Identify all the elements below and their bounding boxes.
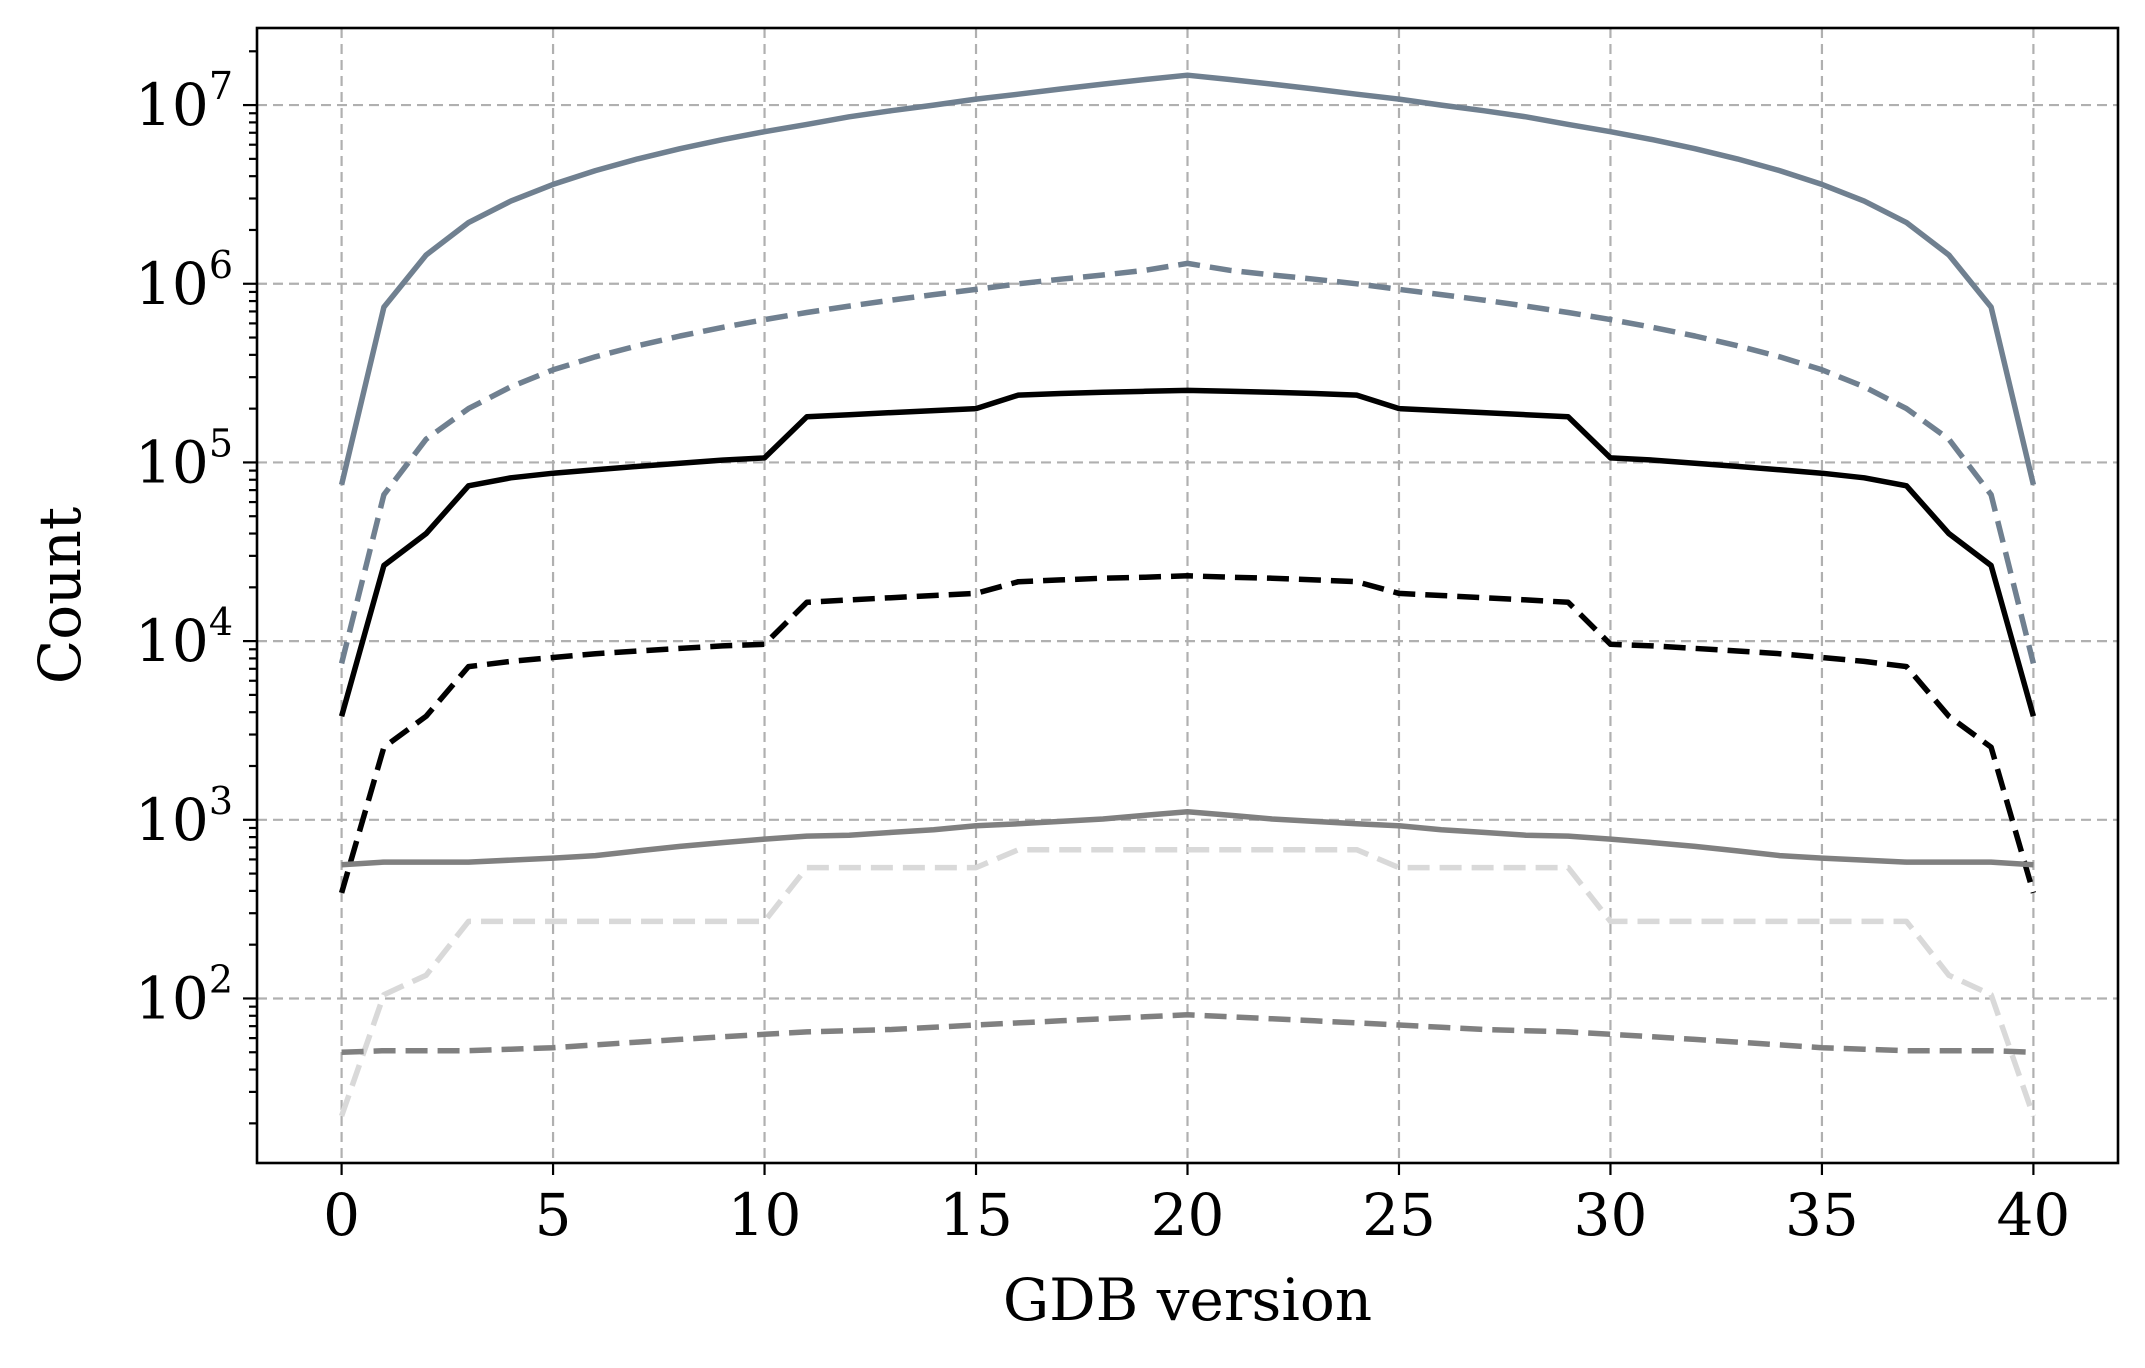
x-tick-label: 20	[1151, 1181, 1225, 1249]
y-tick-exponent: 5	[209, 421, 233, 465]
y-tick-base: 10	[135, 428, 209, 496]
series-line-1	[338, 72, 2037, 486]
series-line-6	[339, 846, 2036, 1117]
y-tick-label: 105	[135, 421, 233, 496]
y-tick-exponent: 4	[209, 600, 233, 644]
x-tick-label: 0	[323, 1181, 360, 1249]
y-tick-exponent: 2	[209, 957, 233, 1001]
x-tick-label: 10	[728, 1181, 802, 1249]
x-tick-label: 25	[1362, 1181, 1436, 1249]
x-tick-label: 40	[1997, 1181, 2071, 1249]
y-tick-base: 10	[135, 964, 209, 1032]
series-line-4	[338, 573, 2037, 894]
series-line-3	[338, 387, 2037, 717]
x-tick-label: 30	[1574, 1181, 1648, 1249]
y-tick-label: 107	[135, 64, 233, 139]
y-tick-base: 10	[135, 607, 209, 675]
series-lines	[338, 72, 2037, 1117]
series-line-5	[341, 808, 2034, 868]
y-tick-exponent: 7	[209, 64, 233, 108]
y-tick-base: 10	[135, 786, 209, 854]
series-line-7	[341, 1012, 2034, 1056]
y-tick-exponent: 6	[209, 243, 233, 287]
x-tick-label: 5	[535, 1181, 572, 1249]
y-tick-base: 10	[135, 71, 209, 139]
x-axis-title: GDB version	[1003, 1266, 1372, 1334]
y-tick-exponent: 3	[209, 779, 233, 823]
series-line-2	[338, 260, 2037, 665]
y-axis-title: Count	[26, 507, 94, 684]
y-tick-base: 10	[135, 250, 209, 318]
x-tick-label: 35	[1785, 1181, 1859, 1249]
x-tick-label: 15	[939, 1181, 1013, 1249]
y-tick-label: 104	[135, 600, 233, 675]
y-tick-label: 102	[135, 957, 233, 1032]
y-tick-label: 106	[135, 243, 233, 318]
grid	[257, 28, 2118, 1163]
y-tick-label: 103	[135, 779, 233, 854]
